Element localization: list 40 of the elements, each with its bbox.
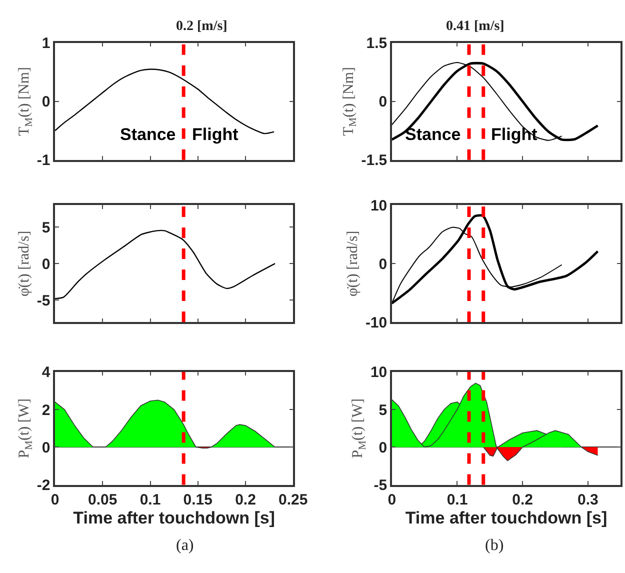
y-axis-title: φ̇(t) [rad/s] (345, 230, 362, 296)
x-tick-label: 0.15 (183, 492, 212, 509)
x-tick-label: 0.2 (235, 492, 256, 509)
x-tick-label: 0.05 (88, 492, 118, 509)
y-tick-label: -1 (36, 152, 50, 170)
y-tick-label: 1 (42, 35, 50, 52)
y-tick-label: 0 (378, 94, 388, 111)
y-tick-label: 10 (370, 197, 388, 214)
x-tick-label: 0.3 (578, 492, 598, 509)
chart-title: 0.41 [m/s] (446, 19, 504, 34)
x-axis-title: Time after touchdown [s] (405, 508, 608, 528)
y-tick-label: -5 (374, 477, 388, 494)
y-tick-label: 0 (42, 256, 50, 273)
x-tick-label: 0.25 (278, 492, 308, 509)
y-tick-label: 0 (378, 439, 388, 456)
chart-title: 0.2 [m/s] (176, 19, 228, 34)
y-tick-label: 0 (42, 94, 50, 111)
y-tick-label: 1.5 (366, 35, 388, 52)
y-tick-label: -5 (36, 292, 50, 310)
y-tick-label: 5 (42, 219, 50, 236)
y-tick-label: 10 (370, 364, 388, 382)
annotation: Stance (120, 125, 176, 144)
y-axis-title: φ̇(t) [rad/s] (16, 230, 33, 296)
x-tick-label: 0.1 (140, 492, 161, 509)
y-tick-label: 0 (378, 256, 388, 273)
y-tick-label: 0 (42, 439, 50, 456)
y-tick-label: -2 (36, 477, 50, 494)
annotation: Flight (192, 125, 239, 144)
y-tick-label: -10 (365, 314, 388, 332)
x-tick-label: 0.1 (446, 492, 468, 509)
y-tick-label: 4 (42, 364, 51, 382)
text: (a) (176, 537, 194, 554)
y-tick-label: 2 (42, 402, 50, 419)
text: (b) (485, 537, 504, 554)
y-tick-label: 5 (378, 402, 388, 419)
x-axis-title: Time after touchdown [s] (73, 508, 275, 528)
y-tick-label: -1.5 (361, 152, 388, 170)
annotation: Flight (491, 125, 538, 144)
annotation: Stance (405, 125, 461, 144)
x-tick-label: 0.2 (512, 492, 534, 509)
